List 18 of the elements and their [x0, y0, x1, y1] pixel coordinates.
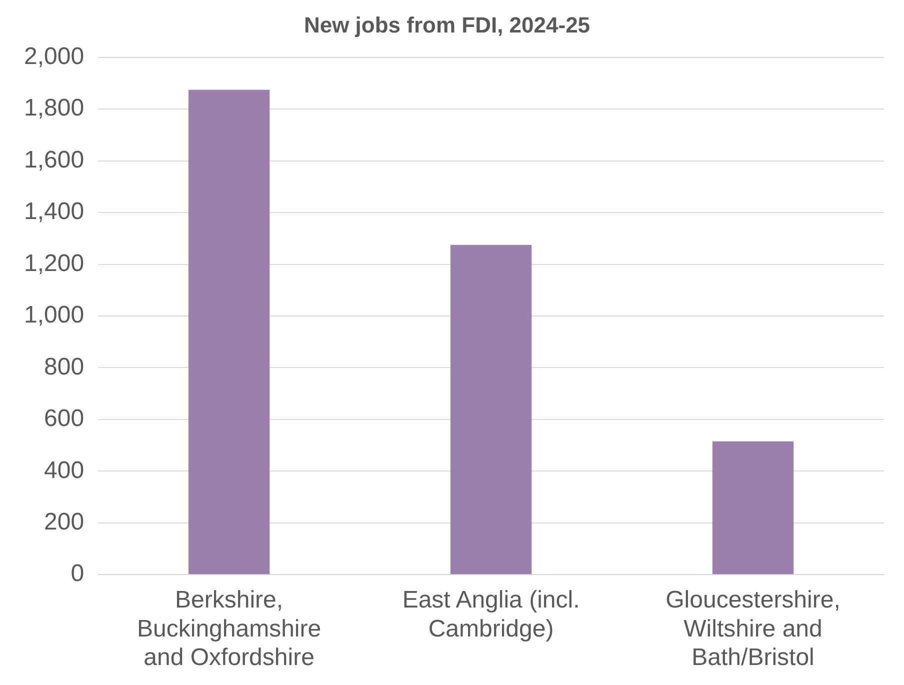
y-tick-label: 1,800: [24, 94, 84, 122]
y-tick-label: 800: [44, 353, 84, 380]
bar: [188, 90, 270, 574]
y-tick-label: 2,000: [24, 43, 84, 70]
y-tick-label: 200: [44, 508, 84, 536]
y-tick-label: 1,600: [24, 146, 84, 174]
y-tick-label: 1,000: [24, 302, 84, 329]
chart-title: New jobs from FDI, 2024-25: [304, 12, 590, 38]
x-tick-label: Berkshire, Buckinghamshire and Oxfordshire: [137, 586, 322, 672]
y-tick-label: 1,400: [24, 198, 84, 226]
x-tick-label: East Anglia (incl. Cambridge): [402, 586, 580, 642]
y-tick-label: 400: [44, 456, 84, 484]
bar: [450, 244, 532, 574]
y-tick-label: 0: [70, 560, 84, 588]
y-tick-label: 600: [44, 405, 84, 432]
y-tick-label: 1,200: [24, 250, 84, 277]
bar: [712, 441, 794, 574]
x-tick-label: Gloucestershire, Wiltshire and Bath/Bristol: [666, 586, 840, 672]
